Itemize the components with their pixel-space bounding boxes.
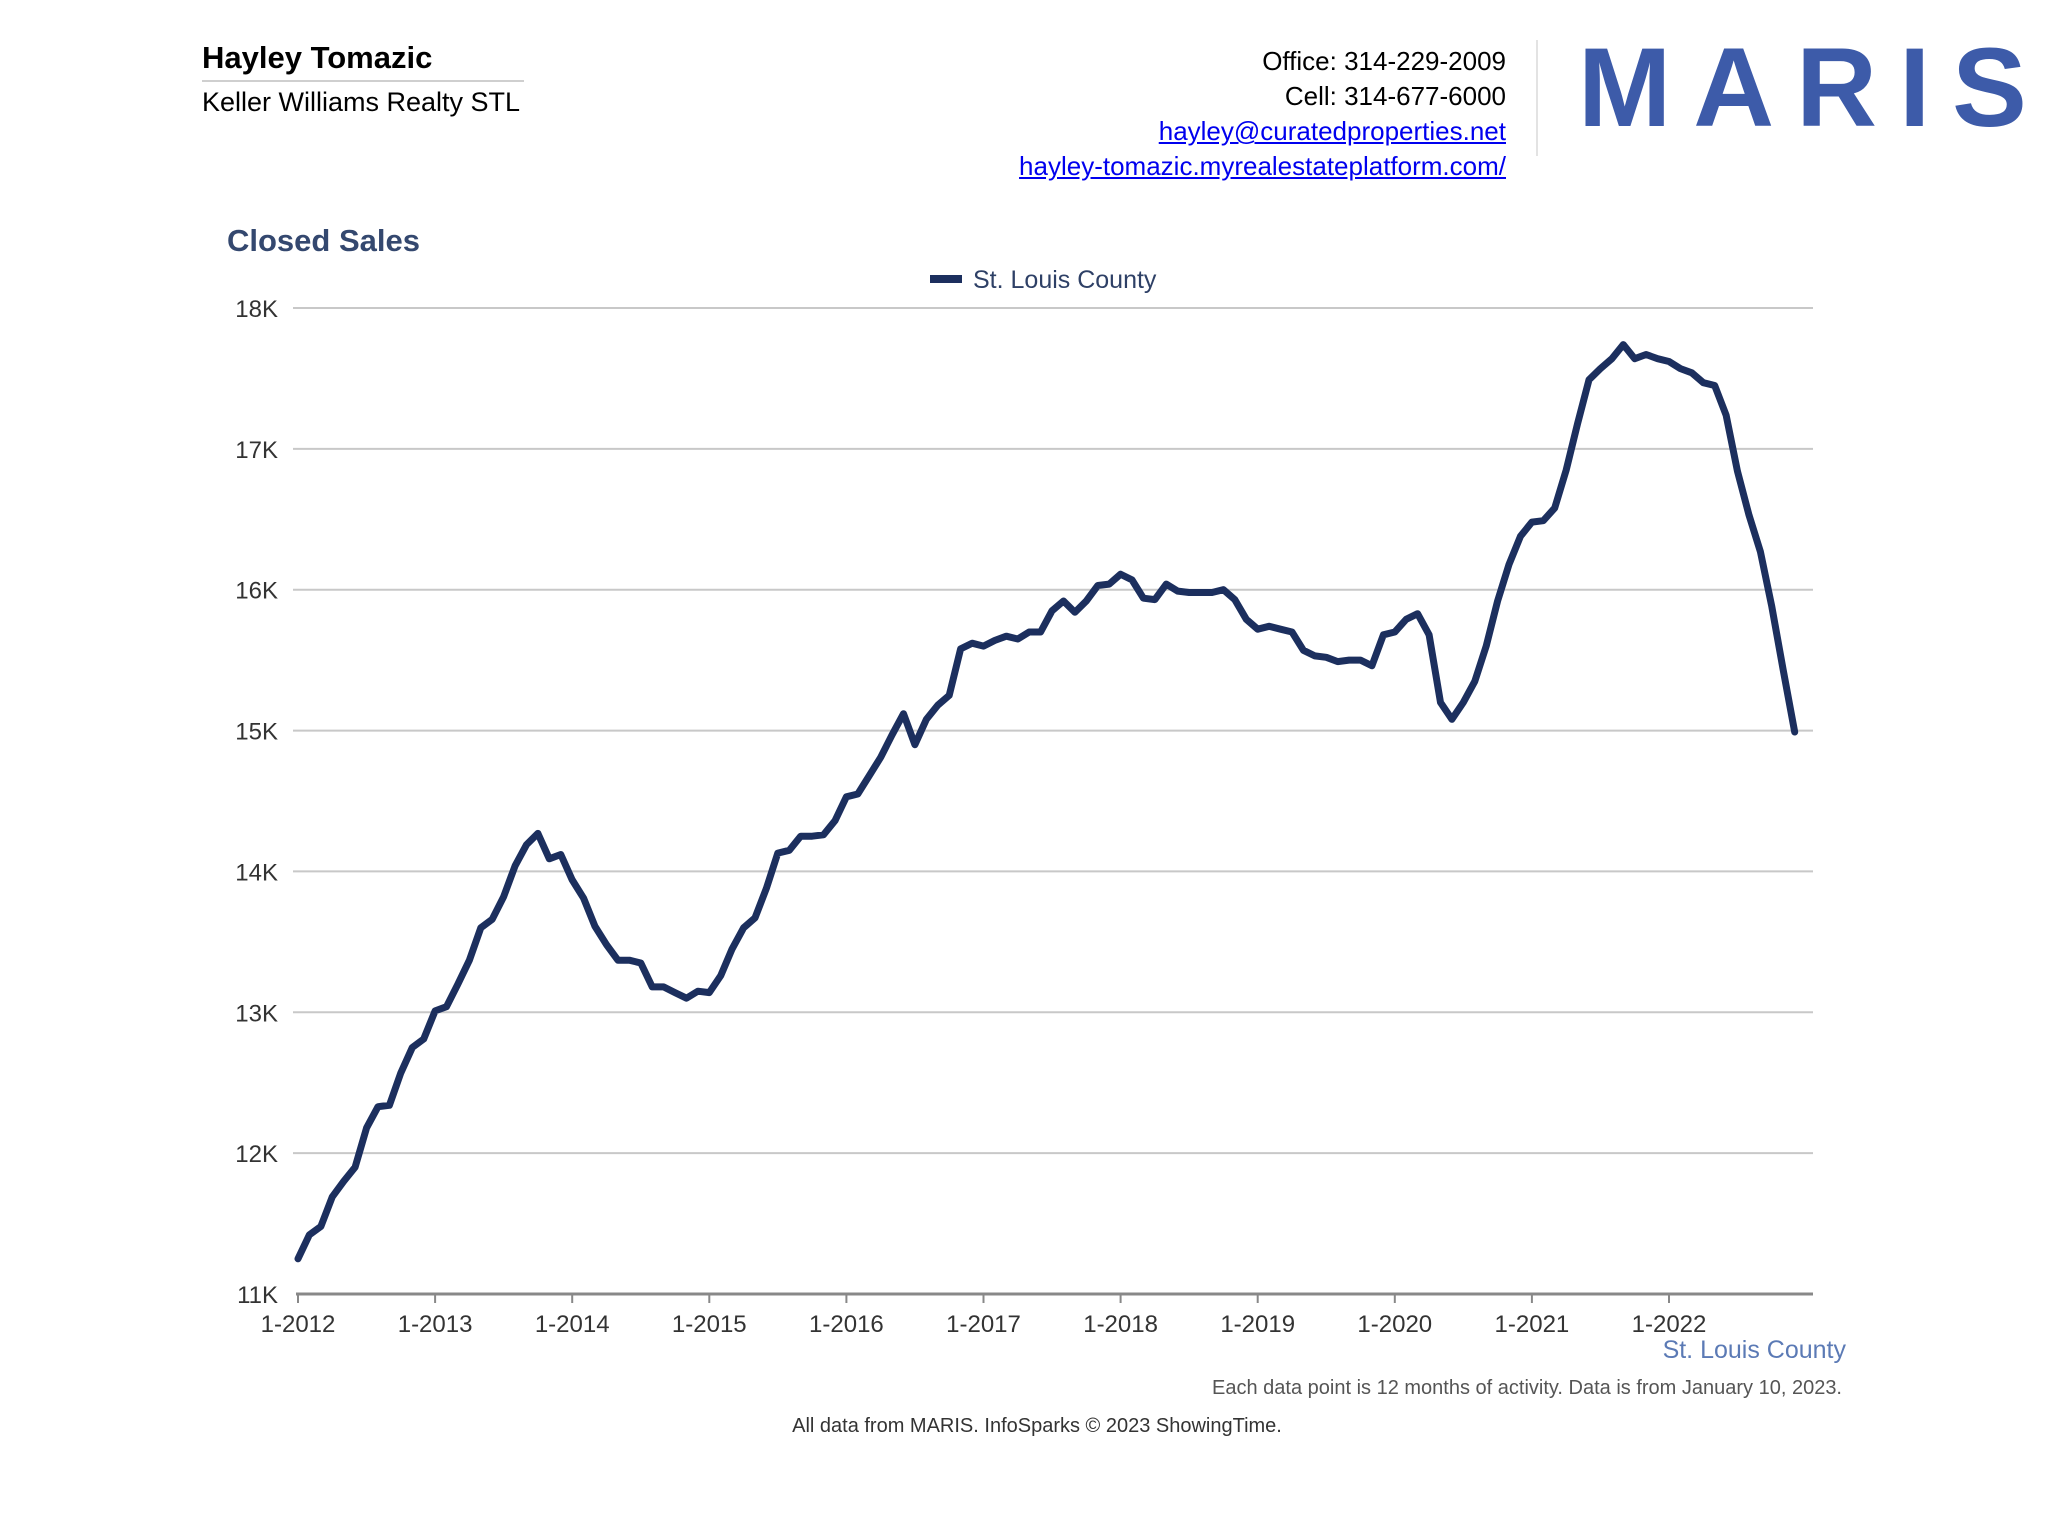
x-axis: 1-2012 1-2013 1-2014 1-2015 1-2016 1-2017 1-20…: [261, 1292, 1813, 1338]
y-tick-label: 14K: [235, 859, 278, 886]
series-layer: [294, 341, 1799, 1263]
credit-line: All data from MARIS. InfoSparks © 2023 S…: [792, 1415, 1282, 1437]
x-tick-label: 1-2012: [261, 1311, 336, 1338]
chart-gridlines: [293, 307, 1813, 1155]
y-axis-ticks: 11K 12K 13K 14K 15K 16K 17K 18K: [235, 296, 278, 1309]
agent-name-underline: [202, 80, 524, 82]
x-tick-label: 1-2022: [1632, 1311, 1707, 1338]
x-tick-label: 1-2021: [1495, 1311, 1570, 1338]
office-phone: Office: 314-229-2009: [1262, 46, 1506, 76]
x-tick-label: 1-2020: [1357, 1311, 1432, 1338]
y-tick-label: 13K: [235, 1000, 278, 1027]
cell-phone: Cell: 314-677-6000: [1284, 81, 1506, 111]
x-tick-label: 1-2019: [1220, 1311, 1295, 1338]
y-tick-label: 18K: [235, 296, 278, 323]
y-tick-label: 15K: [235, 719, 278, 746]
website-link[interactable]: hayley-tomazic.myrealestateplatform.com/: [1019, 151, 1506, 181]
y-tick-label: 17K: [235, 437, 278, 464]
email-link[interactable]: hayley@curatedproperties.net: [1158, 116, 1506, 146]
x-tick-label: 1-2016: [809, 1311, 884, 1338]
chart-title: Closed Sales: [227, 223, 420, 258]
legend: St. Louis County: [930, 266, 1157, 294]
x-tick-label: 1-2018: [1083, 1311, 1158, 1338]
y-tick-label: 16K: [235, 578, 278, 605]
header-divider: [1536, 40, 1538, 156]
x-axis-caption: St. Louis County: [1663, 1336, 1847, 1364]
legend-label: St. Louis County: [973, 266, 1157, 294]
footnote: Each data point is 12 months of activity…: [1212, 1377, 1842, 1399]
contact-block: Office: 314-229-2009 Cell: 314-677-6000 …: [1019, 44, 1506, 184]
agent-name: Hayley Tomazic: [202, 40, 433, 75]
x-tick-label: 1-2017: [946, 1311, 1021, 1338]
maris-logo: MARIS: [1578, 25, 2048, 150]
agent-company: Keller Williams Realty STL: [202, 87, 521, 117]
series-line: [294, 341, 1799, 1263]
x-tick-label: 1-2014: [535, 1311, 610, 1338]
x-tick-label: 1-2013: [398, 1311, 473, 1338]
y-tick-label: 11K: [237, 1282, 278, 1309]
x-tick-label: 1-2015: [672, 1311, 747, 1338]
chart-texts: Closed Sales St. Louis County Each data po…: [227, 223, 1846, 1437]
y-tick-label: 12K: [235, 1141, 278, 1168]
